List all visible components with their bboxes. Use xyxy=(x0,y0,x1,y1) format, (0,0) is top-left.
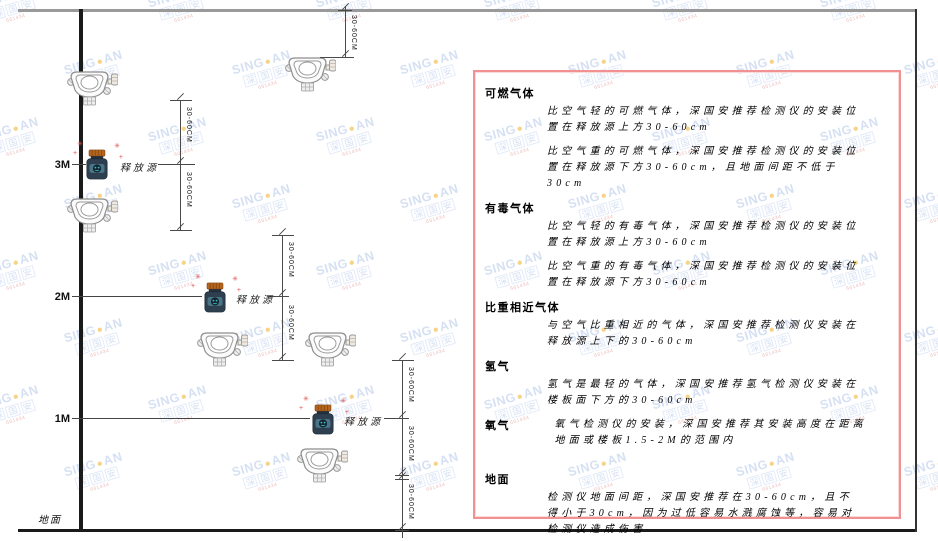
gas-detector-icon xyxy=(66,66,118,106)
section-heading: 地面 xyxy=(485,474,510,486)
gas-detector-icon xyxy=(304,327,356,367)
dimension-extension xyxy=(392,360,414,361)
dimension-label: 30-60CM xyxy=(407,426,414,462)
section-paragraph: 比空气轻的可燃气体，深国安推荐检测仪的安装位置在释放源上方30-60cm xyxy=(547,106,860,133)
dimension-tick xyxy=(275,296,289,297)
section-paragraph: 比空气重的有毒气体，深国安推荐检测仪的安装位置在释放源下方30-60cm xyxy=(547,261,860,288)
dimension-tick xyxy=(395,418,409,419)
height-label-1m: 1M xyxy=(54,413,70,425)
gas-detector-icon xyxy=(284,52,336,92)
dimension-extension xyxy=(320,57,354,58)
sparkle-icon: ✳ xyxy=(114,143,120,150)
section-toxic-gas: 有毒气体 比空气轻的有毒气体，深国安推荐检测仪的安装位置在释放源上方30-60c… xyxy=(485,200,889,291)
section-heading: 可燃气体 xyxy=(485,88,535,100)
dimension-extension xyxy=(272,360,294,361)
section-ground: 地面 检测仪地面间距，深国安推荐在30-60cm，且不得小于30cm，因为过低容… xyxy=(485,471,889,538)
dimension-line xyxy=(402,360,403,538)
section-heading: 比重相近气体 xyxy=(485,302,560,314)
release-source-label: 释放源 xyxy=(344,417,383,428)
frame-right-line xyxy=(915,9,917,532)
section-oxygen: 氧气 氧气检测仪的安装，深国安推荐其安装高度在距离地面或楼板1.5-2M的范围内 xyxy=(485,417,889,457)
dimension-extension xyxy=(272,235,294,236)
section-heading: 氧气 xyxy=(485,420,510,432)
ceiling-line xyxy=(18,9,917,12)
section-paragraph: 与空气比重相近的气体，深国安推荐检测仪安装在释放源上下的30-60cm xyxy=(547,320,860,347)
sparkle-icon: + xyxy=(118,154,123,161)
ground-line xyxy=(18,529,917,532)
section-paragraph: 氧气检测仪的安装，深国安推荐其安装高度在距离地面或楼板1.5-2M的范围内 xyxy=(554,419,867,446)
sparkle-icon: ✳ xyxy=(195,274,201,281)
dimension-label: 30-60CM xyxy=(407,367,414,403)
sparkle-icon: ✳ xyxy=(340,398,346,405)
gas-detector-icon xyxy=(196,327,248,367)
dimension-line xyxy=(345,6,346,57)
sparkle-icon: ✳ xyxy=(232,276,238,283)
dimension-line xyxy=(282,235,283,360)
dimension-extension xyxy=(170,230,192,231)
dimension-label: 30-60CM xyxy=(350,15,357,51)
sparkle-icon: + xyxy=(344,409,349,416)
dimension-label: 30-60CM xyxy=(185,107,192,143)
gas-detector-icon xyxy=(66,193,118,233)
height-label-2m: 2M xyxy=(54,291,70,303)
sparkle-icon: ✳ xyxy=(77,141,83,148)
release-source-icon: + ✳ ✳ + xyxy=(191,274,241,314)
dimension-label: 30-60CM xyxy=(287,242,294,278)
sparkle-icon: + xyxy=(299,405,304,412)
wall-line xyxy=(79,9,83,532)
section-paragraph: 比空气轻的有毒气体，深国安推荐检测仪的安装位置在释放源上方30-60cm xyxy=(547,221,860,248)
release-source-label: 释放源 xyxy=(236,295,275,306)
dimension-label: 30-60CM xyxy=(407,484,414,520)
dimension-extension xyxy=(170,100,192,101)
height-label-3m: 3M xyxy=(54,159,70,171)
release-source-icon: + ✳ ✳ + xyxy=(73,141,123,181)
release-source-label: 释放源 xyxy=(120,163,159,174)
sparkle-icon: + xyxy=(191,283,196,290)
release-source-icon: + ✳ ✳ + xyxy=(299,396,349,436)
dimension-tick xyxy=(173,164,187,165)
sparkle-icon: + xyxy=(236,287,241,294)
dimension-tick xyxy=(395,479,409,480)
ground-label: 地面 xyxy=(38,515,62,526)
section-similar-density-gas: 比重相近气体 与空气比重相近的气体，深国安推荐检测仪安装在释放源上下的30-60… xyxy=(485,299,889,350)
leader-2m xyxy=(72,296,202,297)
section-paragraph: 检测仪地面间距，深国安推荐在30-60cm，且不得小于30cm，因为过低容易水溅… xyxy=(547,492,856,535)
section-hydrogen: 氢气 氢气是最轻的气体，深国安推荐氢气检测仪安装在楼板面下方的30-60cm xyxy=(485,358,889,409)
dimension-line xyxy=(180,100,181,230)
leader-1m xyxy=(72,418,310,419)
section-flammable-gas: 可燃气体 比空气轻的可燃气体，深国安推荐检测仪的安装位置在释放源上方30-60c… xyxy=(485,85,889,192)
leader-3m xyxy=(72,164,86,165)
section-heading: 有毒气体 xyxy=(485,203,535,215)
section-paragraph: 氢气是最轻的气体，深国安推荐氢气检测仪安装在楼板面下方的30-60cm xyxy=(547,379,860,406)
sparkle-icon: ✳ xyxy=(303,396,309,403)
info-panel: 可燃气体 比空气轻的可燃气体，深国安推荐检测仪的安装位置在释放源上方30-60c… xyxy=(473,70,901,535)
dimension-label: 30-60CM xyxy=(287,305,294,341)
section-paragraph: 比空气重的可燃气体，深国安推荐检测仪的安装位置在释放源下方30-60cm，且地面… xyxy=(547,146,860,189)
gas-detector-icon xyxy=(296,443,348,483)
section-heading: 氢气 xyxy=(485,361,510,373)
dimension-label: 30-60CM xyxy=(185,172,192,208)
dimension-tick xyxy=(395,530,409,531)
dimension-tick xyxy=(338,10,352,11)
sparkle-icon: + xyxy=(73,150,78,157)
leader-1m-extension xyxy=(384,418,402,419)
